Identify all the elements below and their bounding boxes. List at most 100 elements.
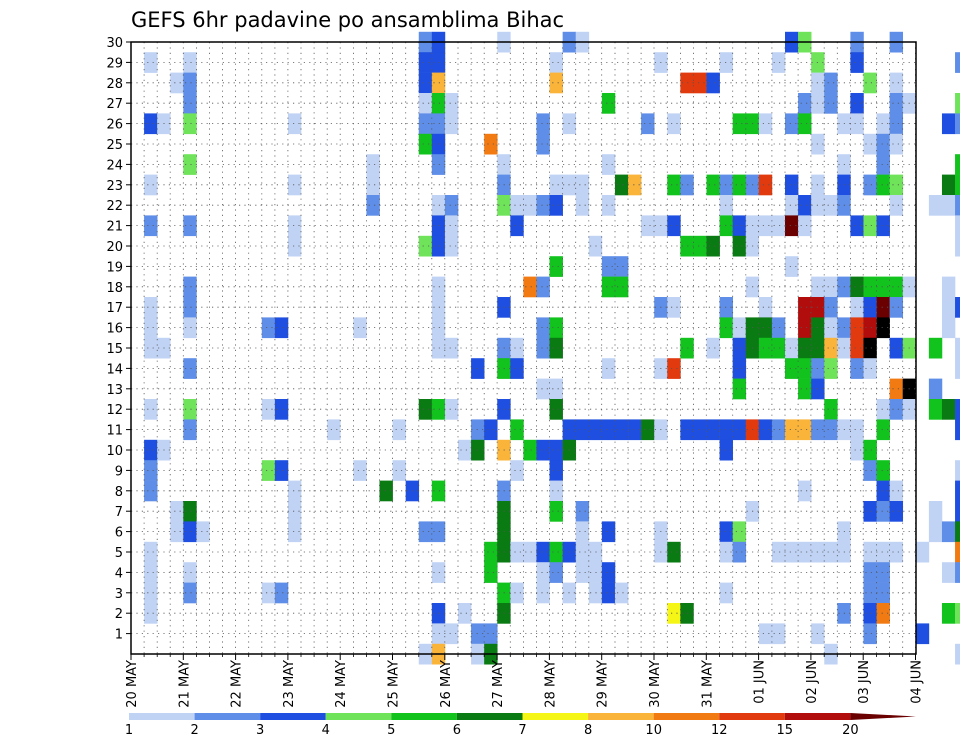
heatmap-cell (732, 541, 747, 563)
y-tick-label: 17 (106, 301, 123, 316)
heatmap-cell (510, 582, 524, 604)
heatmap-cell (863, 501, 877, 522)
heatmap-cell (719, 317, 733, 339)
heatmap-cell (510, 419, 524, 441)
heatmap-cell (287, 215, 302, 237)
heatmap-cell (889, 195, 904, 216)
heatmap-cell (928, 337, 943, 359)
heatmap-cell (798, 113, 812, 135)
y-tick-label: 14 (106, 362, 123, 377)
heatmap-cell (693, 419, 707, 441)
heatmap-cell (732, 174, 747, 196)
heatmap-cell (850, 439, 864, 461)
heatmap-cell (863, 174, 877, 196)
heatmap-cell (863, 541, 877, 563)
heatmap-cell (431, 276, 446, 298)
heatmap-cell (798, 419, 812, 441)
colorbar-swatch (456, 713, 523, 720)
heatmap-cell (941, 562, 956, 583)
y-tick-label: 9 (115, 464, 123, 479)
heatmap-cell (824, 337, 838, 359)
colorbar-swatch (391, 713, 457, 720)
heatmap-cell (183, 317, 197, 339)
heatmap-cell (418, 133, 433, 155)
heatmap-cell (549, 460, 563, 481)
heatmap-cell (824, 399, 838, 420)
heatmap-cell (863, 133, 877, 155)
heatmap-cell (549, 439, 563, 461)
heatmap-cell (824, 93, 838, 114)
colorbar-label: 3 (256, 723, 264, 738)
heatmap-cell (785, 358, 799, 379)
heatmap-cell (418, 113, 433, 135)
heatmap-cell (928, 521, 943, 543)
heatmap-cell (549, 174, 563, 196)
heatmap-cell (274, 582, 289, 604)
heatmap-cell (758, 337, 773, 359)
heatmap-cell (144, 52, 158, 73)
heatmap-cell (353, 317, 367, 339)
colorbar-swatch (129, 713, 195, 720)
heatmap-cell (549, 399, 563, 420)
y-tick-label: 10 (106, 444, 123, 459)
heatmap-cell (484, 562, 498, 583)
heatmap-cell (798, 297, 812, 318)
heatmap-cell (850, 215, 864, 237)
heatmap-cell (824, 317, 838, 339)
heatmap-cell (863, 337, 877, 359)
x-tick-label: 22 MAY (230, 660, 245, 708)
heatmap-cell (614, 276, 629, 298)
heatmap-cell (431, 235, 446, 257)
colorbar-swatch (325, 713, 392, 720)
heatmap-cell (510, 337, 524, 359)
heatmap-cell (719, 582, 733, 604)
heatmap-cell (850, 113, 864, 135)
heatmap-cell (850, 93, 864, 114)
heatmap-cell (601, 93, 616, 114)
heatmap-cell (732, 419, 747, 441)
heatmap-cell (523, 439, 537, 461)
y-tick-label: 15 (106, 342, 123, 357)
heatmap-cell (706, 174, 720, 196)
heatmap-cell (941, 174, 956, 196)
heatmap-cell (798, 337, 812, 359)
heatmap-cell (889, 337, 904, 359)
heatmap-cell (549, 480, 563, 502)
x-tick-label: 20 MAY (125, 660, 140, 708)
heatmap-cell (889, 480, 904, 502)
colorbar-swatch (784, 713, 851, 720)
heatmap-cell (785, 195, 799, 216)
heatmap-cell (183, 113, 197, 135)
heatmap-cell (824, 195, 838, 216)
heatmap-cell (431, 562, 446, 583)
heatmap-cell (719, 521, 733, 543)
heatmap-cell (287, 235, 302, 257)
heatmap-cell (850, 419, 864, 441)
heatmap-cell (261, 317, 276, 339)
heatmap-cell (863, 582, 877, 604)
heatmap-cell (785, 256, 799, 277)
heatmap-cell (392, 460, 406, 481)
heatmap-cell (667, 113, 681, 135)
heatmap-cell (641, 419, 655, 441)
heatmap-cell (431, 337, 446, 359)
heatmap-cell (196, 521, 210, 543)
heatmap-cell (889, 174, 904, 196)
heatmap-cell (863, 562, 877, 583)
x-tick-label: 29 MAY (596, 660, 611, 708)
heatmap-cell (183, 562, 197, 583)
heatmap-cell (798, 215, 812, 237)
y-tick-label: 13 (106, 383, 123, 398)
heatmap-cell (667, 297, 681, 318)
heatmap-cell (628, 174, 642, 196)
heatmap-cell (771, 623, 786, 645)
heatmap-cell (144, 337, 158, 359)
heatmap-cell (601, 195, 616, 216)
heatmap-cell (183, 358, 197, 379)
heatmap-cell (798, 541, 812, 563)
heatmap-cell (667, 358, 681, 379)
heatmap-cell (915, 623, 930, 645)
y-tick-label: 30 (106, 36, 123, 51)
heatmap-cell (719, 541, 733, 563)
